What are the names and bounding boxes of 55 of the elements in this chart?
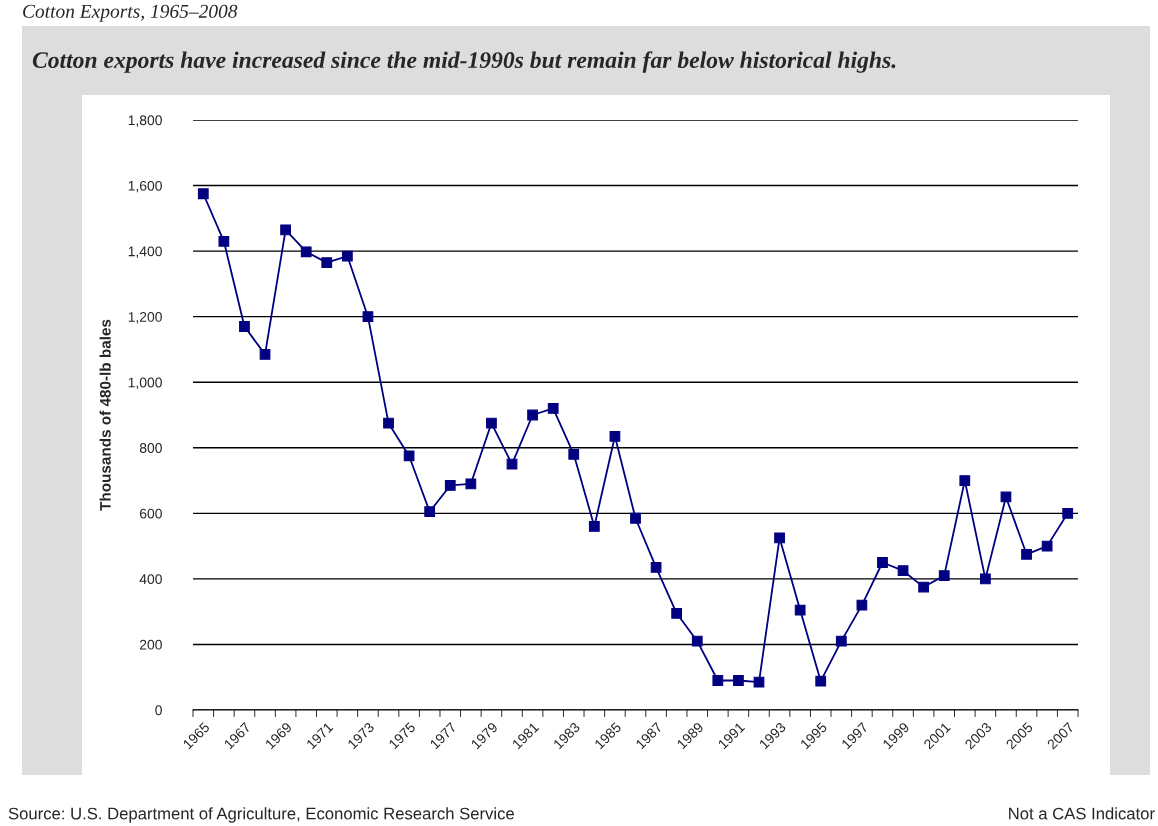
point [733, 675, 744, 686]
point [218, 235, 230, 247]
chart-subtitle: Cotton exports have increased since the mid-1990s but remain far below historical highs. [32, 51, 896, 73]
point [918, 581, 930, 593]
y-tick-label: 400 [139, 574, 162, 585]
point [650, 562, 662, 573]
point [691, 635, 703, 647]
point [815, 675, 827, 687]
y-tick-label: 1,000 [128, 377, 162, 390]
point [835, 635, 847, 647]
point [1021, 548, 1032, 560]
point [300, 246, 312, 258]
point [383, 417, 394, 429]
point [959, 475, 971, 486]
y-tick-label: 200 [139, 639, 162, 650]
y-tick-label: 1,600 [128, 180, 162, 193]
point [897, 565, 909, 577]
point [341, 250, 353, 262]
y-tick-label: 1,800 [128, 115, 162, 127]
point [877, 557, 888, 568]
source-note: Source: U.S. Department of Agriculture, Economic Research Service [8, 807, 514, 823]
point [774, 532, 785, 544]
point [239, 321, 250, 332]
point [527, 409, 538, 421]
point [609, 430, 621, 442]
point [568, 448, 580, 460]
y-tick-label: 800 [139, 443, 162, 453]
point [280, 224, 291, 236]
point [506, 458, 518, 470]
point [753, 676, 765, 688]
point [938, 570, 950, 581]
text: Not a CAS Indicator [1009, 807, 1155, 820]
y-tick-label: 600 [139, 508, 162, 519]
point [321, 257, 333, 268]
point [712, 675, 724, 686]
point [197, 188, 209, 200]
point [671, 607, 683, 619]
point [424, 506, 436, 518]
point [1062, 507, 1074, 519]
chart-title: Cotton Exports, 1965–2008 [23, 4, 238, 22]
y-axis-title: Thousands of 480-lb bales [99, 319, 111, 511]
point [465, 478, 477, 490]
point [547, 403, 559, 414]
point [980, 573, 991, 585]
point [1041, 540, 1053, 552]
y-tick-label: 1,400 [128, 246, 162, 258]
point [794, 604, 806, 616]
y-tick-label: 0 [155, 705, 162, 716]
point [486, 417, 497, 429]
y-tick-label: 1,200 [128, 312, 162, 324]
point [588, 521, 600, 532]
point [630, 512, 641, 524]
point [362, 311, 374, 323]
point [259, 348, 271, 360]
point [444, 480, 456, 491]
